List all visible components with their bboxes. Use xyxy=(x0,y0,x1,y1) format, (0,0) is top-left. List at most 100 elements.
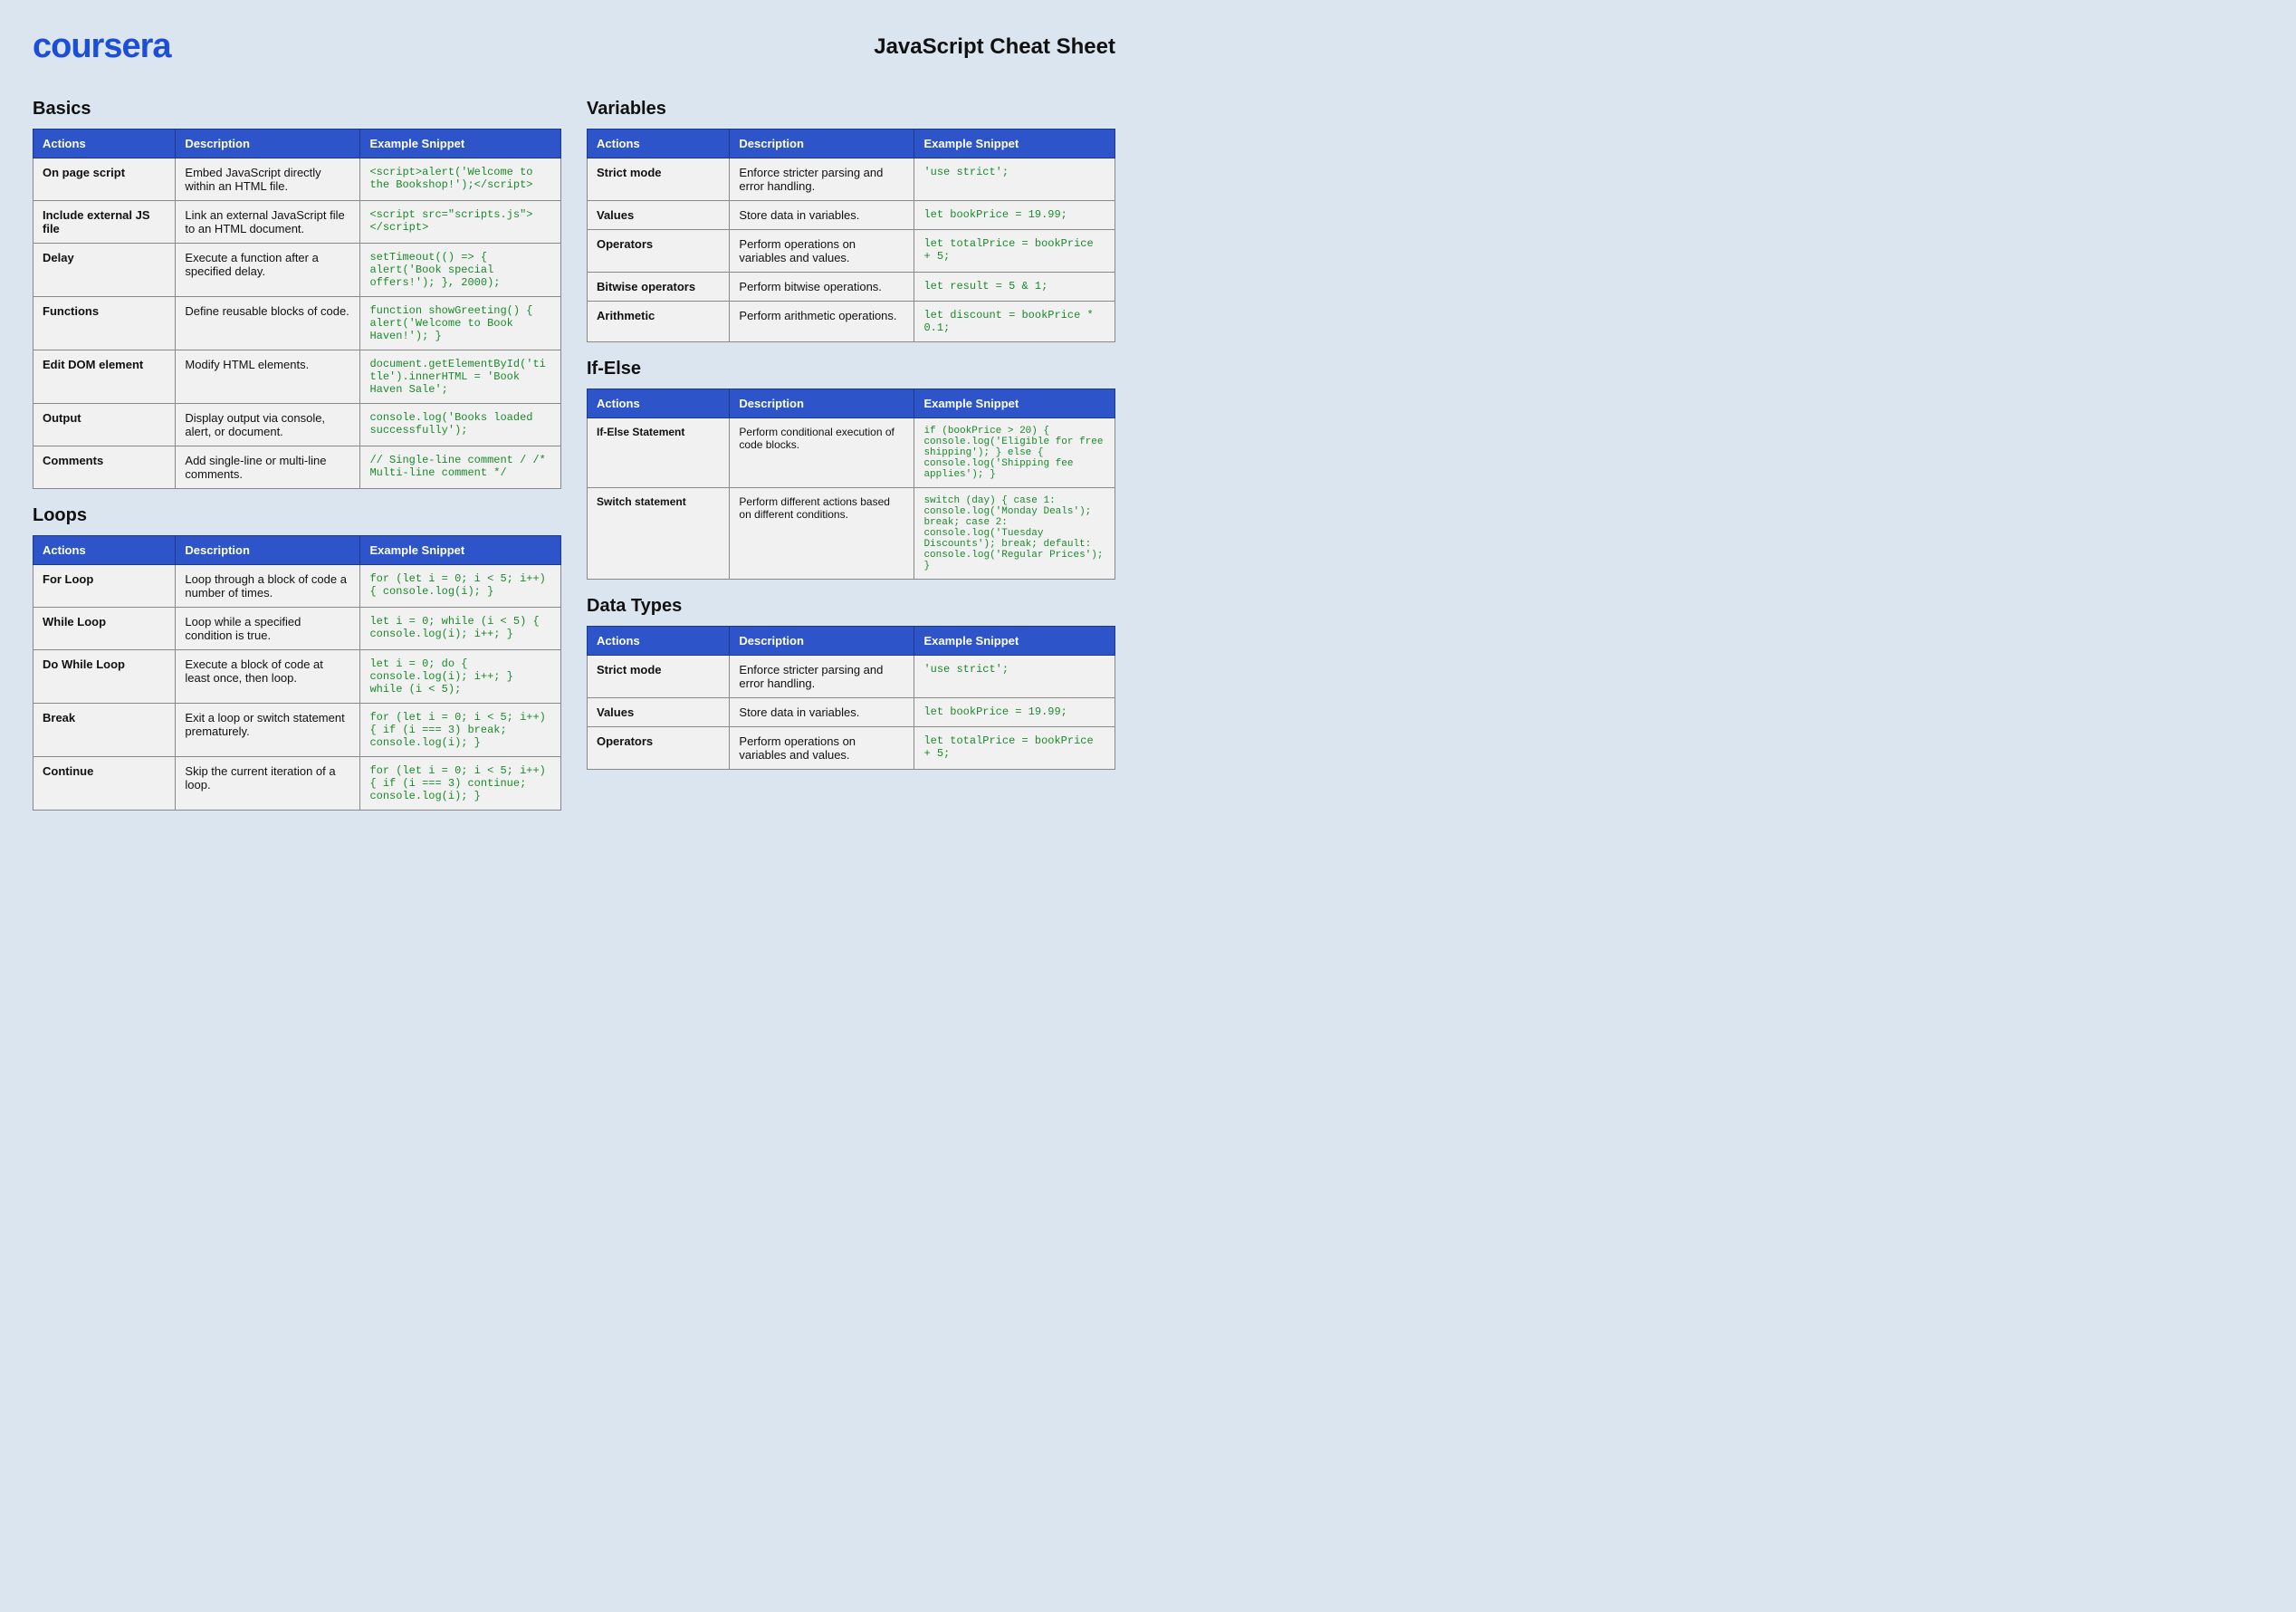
table-row: ValuesStore data in variables.let bookPr… xyxy=(588,201,1115,230)
table-row: Edit DOM elementModify HTML elements.doc… xyxy=(33,350,561,404)
cell-snippet: function showGreeting() { alert('Welcome… xyxy=(360,297,561,350)
cell-snippet: <script src="scripts.js"></script> xyxy=(360,201,561,244)
table-row: OutputDisplay output via console, alert,… xyxy=(33,404,561,446)
cell-description: Embed JavaScript directly within an HTML… xyxy=(176,158,360,201)
table-row: For LoopLoop through a block of code a n… xyxy=(33,565,561,608)
cell-description: Perform different actions based on diffe… xyxy=(730,488,914,580)
cell-description: Perform arithmetic operations. xyxy=(730,302,914,342)
section: Variables ActionsDescriptionExample Snipp… xyxy=(587,99,1115,342)
cell-description: Perform operations on variables and valu… xyxy=(730,727,914,770)
cell-action: For Loop xyxy=(33,565,176,608)
cell-snippet: setTimeout(() => { alert('Book special o… xyxy=(360,244,561,297)
cell-description: Add single-line or multi-line comments. xyxy=(176,446,360,489)
cell-description: Store data in variables. xyxy=(730,698,914,727)
col-header-snippet: Example Snippet xyxy=(914,130,1115,158)
cell-snippet: switch (day) { case 1: console.log('Mond… xyxy=(914,488,1115,580)
col-header-snippet: Example Snippet xyxy=(914,627,1115,656)
cell-snippet: for (let i = 0; i < 5; i++) { if (i === … xyxy=(360,704,561,757)
table-row: ArithmeticPerform arithmetic operations.… xyxy=(588,302,1115,342)
table-row: ContinueSkip the current iteration of a … xyxy=(33,757,561,811)
cell-snippet: let i = 0; while (i < 5) { console.log(i… xyxy=(360,608,561,650)
cell-snippet: let i = 0; do { console.log(i); i++; } w… xyxy=(360,650,561,704)
cell-action: Strict mode xyxy=(588,656,730,698)
page-title: JavaScript Cheat Sheet xyxy=(874,34,1115,60)
col-header-description: Description xyxy=(176,536,360,565)
section: LoopsActionsDescriptionExample SnippetFo… xyxy=(33,505,561,811)
cell-description: Enforce stricter parsing and error handl… xyxy=(730,158,914,201)
table-row: BreakExit a loop or switch statement pre… xyxy=(33,704,561,757)
cell-description: Execute a function after a specified del… xyxy=(176,244,360,297)
table-row: CommentsAdd single-line or multi-line co… xyxy=(33,446,561,489)
cell-snippet: 'use strict'; xyxy=(914,158,1115,201)
cell-action: Strict mode xyxy=(588,158,730,201)
cell-snippet: <script>alert('Welcome to the Bookshop!'… xyxy=(360,158,561,201)
section-title: Data Types xyxy=(587,596,1115,617)
col-header-actions: Actions xyxy=(588,627,730,656)
cell-description: Enforce stricter parsing and error handl… xyxy=(730,656,914,698)
table-row: On page scriptEmbed JavaScript directly … xyxy=(33,158,561,201)
section-title: Basics xyxy=(33,99,561,120)
cell-snippet: 'use strict'; xyxy=(914,656,1115,698)
cell-action: Values xyxy=(588,201,730,230)
cell-snippet: let totalPrice = bookPrice + 5; xyxy=(914,230,1115,273)
table-row: OperatorsPerform operations on variables… xyxy=(588,727,1115,770)
cell-snippet: document.getElementById('title').innerHT… xyxy=(360,350,561,404)
cell-action: Include external JS file xyxy=(33,201,176,244)
cell-action: Break xyxy=(33,704,176,757)
cell-description: Perform operations on variables and valu… xyxy=(730,230,914,273)
cell-snippet: let result = 5 & 1; xyxy=(914,273,1115,302)
cell-snippet: // Single-line comment / /* Multi-line c… xyxy=(360,446,561,489)
cell-snippet: for (let i = 0; i < 5; i++) { console.lo… xyxy=(360,565,561,608)
cell-action: Functions xyxy=(33,297,176,350)
cell-action: On page script xyxy=(33,158,176,201)
col-header-description: Description xyxy=(176,130,360,158)
col-header-actions: Actions xyxy=(33,536,176,565)
cell-action: Switch statement xyxy=(588,488,730,580)
col-header-description: Description xyxy=(730,389,914,418)
content-columns: BasicsActionsDescriptionExample SnippetO… xyxy=(33,91,1115,827)
cell-description: Perform conditional execution of code bl… xyxy=(730,418,914,488)
left-column: BasicsActionsDescriptionExample SnippetO… xyxy=(33,91,561,827)
cell-description: Store data in variables. xyxy=(730,201,914,230)
cell-action: Comments xyxy=(33,446,176,489)
section: Data Types ActionsDescriptionExample Snip… xyxy=(587,596,1115,770)
cell-description: Link an external JavaScript file to an H… xyxy=(176,201,360,244)
table-row: Switch statementPerform different action… xyxy=(588,488,1115,580)
col-header-actions: Actions xyxy=(588,130,730,158)
table-row: Bitwise operatorsPerform bitwise operati… xyxy=(588,273,1115,302)
cell-action: While Loop xyxy=(33,608,176,650)
section-title: If-Else xyxy=(587,359,1115,379)
cell-description: Loop through a block of code a number of… xyxy=(176,565,360,608)
cell-snippet: if (bookPrice > 20) { console.log('Eligi… xyxy=(914,418,1115,488)
cell-description: Define reusable blocks of code. xyxy=(176,297,360,350)
col-header-snippet: Example Snippet xyxy=(360,536,561,565)
cell-description: Skip the current iteration of a loop. xyxy=(176,757,360,811)
col-header-description: Description xyxy=(730,627,914,656)
cheat-table: ActionsDescriptionExample SnippetOn page… xyxy=(33,129,561,489)
table-row: OperatorsPerform operations on variables… xyxy=(588,230,1115,273)
cell-description: Perform bitwise operations. xyxy=(730,273,914,302)
col-header-snippet: Example Snippet xyxy=(914,389,1115,418)
cell-description: Exit a loop or switch statement prematur… xyxy=(176,704,360,757)
cheat-table: ActionsDescriptionExample SnippetStrict … xyxy=(587,129,1115,342)
section: If-Else ActionsDescriptionExample Snippet… xyxy=(587,359,1115,580)
cell-action: Values xyxy=(588,698,730,727)
cell-description: Loop while a specified condition is true… xyxy=(176,608,360,650)
cell-action: Operators xyxy=(588,727,730,770)
col-header-actions: Actions xyxy=(33,130,176,158)
cheat-table: ActionsDescriptionExample SnippetFor Loo… xyxy=(33,535,561,811)
cell-action: Output xyxy=(33,404,176,446)
cell-action: Arithmetic xyxy=(588,302,730,342)
col-header-snippet: Example Snippet xyxy=(360,130,561,158)
cell-action: If-Else Statement xyxy=(588,418,730,488)
cell-action: Do While Loop xyxy=(33,650,176,704)
brand-logo: coursera xyxy=(33,27,171,66)
col-header-actions: Actions xyxy=(588,389,730,418)
cell-snippet: let bookPrice = 19.99; xyxy=(914,698,1115,727)
cell-snippet: let totalPrice = bookPrice + 5; xyxy=(914,727,1115,770)
cell-action: Operators xyxy=(588,230,730,273)
section-title: Variables xyxy=(587,99,1115,120)
section: BasicsActionsDescriptionExample SnippetO… xyxy=(33,99,561,489)
table-row: If-Else StatementPerform conditional exe… xyxy=(588,418,1115,488)
table-row: DelayExecute a function after a specifie… xyxy=(33,244,561,297)
